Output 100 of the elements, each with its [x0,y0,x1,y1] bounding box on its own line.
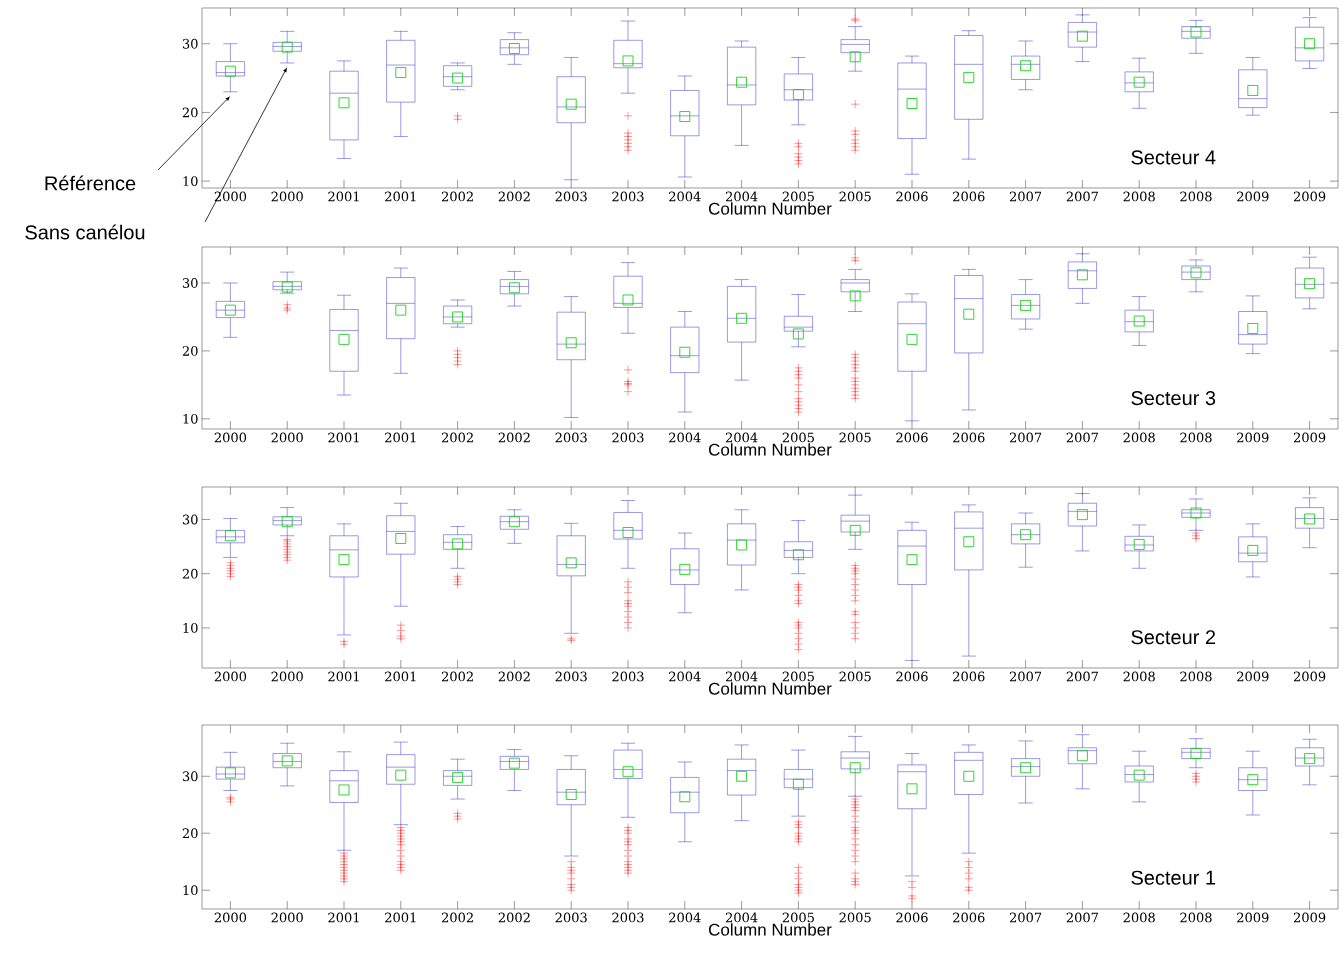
x-tick-label: 2000 [271,912,303,923]
x-tick-label: 2005 [782,191,814,202]
x-tick-label: 2009 [1237,432,1269,443]
x-tick-label: 2007 [1009,191,1042,202]
x-tick-label: 2008 [1180,912,1212,923]
x-tick-label: 2000 [214,912,247,923]
x-tick-label: 2000 [214,432,247,443]
x-tick-label: 2009 [1237,912,1269,923]
x-tick-label: 2007 [1066,191,1098,202]
annotation: Secteur 3 [1131,390,1216,406]
x-tick-label: 2005 [782,432,814,443]
x-tick-label: 2000 [271,432,303,443]
x-tick-label: 2003 [555,912,587,923]
y-tick-label: 10 [183,413,198,424]
x-tick-label: 2001 [328,671,359,682]
x-tick-label: 2007 [1066,912,1098,923]
y-tick-label: 10 [183,176,198,187]
x-tick-label: 2001 [385,432,416,443]
x-tick-label: 2000 [271,191,303,202]
y-tick-label: 30 [182,38,198,49]
x-tick-label: 2007 [1009,912,1042,923]
x-tick-label: 2003 [555,671,587,682]
x-tick-label: 2001 [328,912,359,923]
y-tick-label: 10 [183,885,198,896]
x-tick-label: 2002 [441,432,473,443]
x-tick-label: 2004 [725,191,758,202]
x-tick-label: 2009 [1293,671,1326,682]
x-tick-label: 2006 [896,912,928,923]
x-axis-title: Column Number [708,202,832,215]
x-tick-label: 2009 [1293,191,1326,202]
x-tick-label: 2005 [839,671,871,682]
x-tick-label: 2004 [725,671,758,682]
x-tick-label: 2007 [1066,671,1098,682]
x-tick-label: 2006 [953,191,985,202]
x-tick-label: 2006 [953,432,985,443]
x-tick-label: 2009 [1237,191,1269,202]
x-tick-label: 2004 [669,671,701,682]
y-tick-label: 30 [182,514,198,525]
annotation: Secteur 4 [1131,150,1216,165]
x-tick-label: 2006 [953,671,985,682]
x-tick-label: 2002 [498,191,530,202]
text: Référence [45,175,136,191]
x-tick-label: 2004 [725,432,758,443]
x-tick-label: 2003 [612,191,644,202]
x-tick-label: 2002 [441,912,473,923]
y-tick-label: 10 [183,622,198,633]
x-tick-label: 2000 [214,671,247,682]
x-tick-label: 2007 [1009,432,1042,443]
x-tick-label: 2003 [612,432,644,443]
x-tick-label: 2004 [669,912,701,923]
x-tick-label: 2008 [1123,432,1155,443]
y-tick-label: 20 [182,568,198,579]
x-tick-label: 2005 [839,912,871,923]
x-tick-label: 2009 [1293,432,1326,443]
x-tick-label: 2002 [498,912,530,923]
x-tick-label: 2008 [1123,671,1155,682]
annotation: Secteur 2 [1131,630,1216,645]
x-tick-label: 2003 [612,912,644,923]
x-tick-label: 2001 [328,191,359,202]
x-tick-label: 2006 [896,432,928,443]
x-tick-label: 2000 [271,671,303,682]
y-tick-label: 30 [182,771,198,782]
x-tick-label: 2004 [725,912,758,923]
x-tick-label: 2001 [385,912,416,923]
x-tick-label: 2003 [555,432,587,443]
x-tick-label: 2004 [669,191,701,202]
x-tick-label: 2003 [612,671,644,682]
x-tick-label: 2007 [1066,432,1098,443]
y-tick-label: 30 [182,278,198,288]
x-tick-label: 2005 [782,912,814,923]
x-tick-label: 2002 [498,432,530,443]
x-tick-label: 2006 [896,671,928,682]
text: Sans canélou [25,224,145,240]
y-tick-label: 20 [182,345,198,356]
annotation: Secteur 1 [1131,870,1216,885]
x-axis-title: Column Number [708,923,832,936]
x-tick-label: 2008 [1180,191,1212,202]
x-tick-label: 2005 [839,191,871,202]
x-tick-label: 2001 [385,671,416,682]
x-tick-label: 2008 [1123,912,1155,923]
x-tick-label: 2003 [555,191,587,202]
x-axis-title: Column Number [708,443,832,456]
x-tick-label: 2008 [1180,671,1212,682]
x-tick-label: 2006 [953,912,985,923]
y-tick-label: 20 [182,828,198,839]
x-tick-label: 2000 [214,191,247,202]
x-tick-label: 2004 [669,432,701,443]
x-tick-label: 2008 [1180,432,1212,443]
x-tick-label: 2001 [328,432,359,443]
x-tick-label: 2002 [498,671,530,682]
x-tick-label: 2002 [441,671,473,682]
y-tick-label: 20 [182,107,198,118]
x-tick-label: 2009 [1237,671,1269,682]
x-tick-label: 2002 [441,191,473,202]
x-axis-title: Column Number [708,682,832,695]
x-tick-label: 2009 [1293,912,1326,923]
x-tick-label: 2008 [1123,191,1155,202]
x-tick-label: 2007 [1009,671,1042,682]
x-tick-label: 2005 [782,671,814,682]
x-tick-label: 2006 [896,191,928,202]
